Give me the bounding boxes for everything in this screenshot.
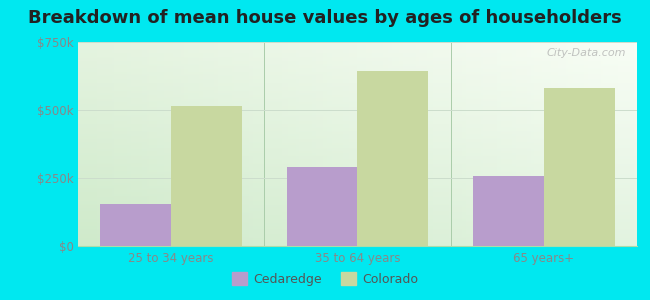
Bar — [473, 176, 544, 246]
Text: Breakdown of mean house values by ages of householders: Breakdown of mean house values by ages o… — [28, 9, 622, 27]
Bar — [358, 70, 428, 246]
Bar — [171, 106, 242, 246]
Bar — [544, 88, 615, 246]
Text: City-Data.com: City-Data.com — [546, 48, 626, 58]
Legend: Cedaredge, Colorado: Cedaredge, Colorado — [227, 267, 423, 291]
Bar — [287, 167, 358, 246]
Bar — [100, 204, 171, 246]
